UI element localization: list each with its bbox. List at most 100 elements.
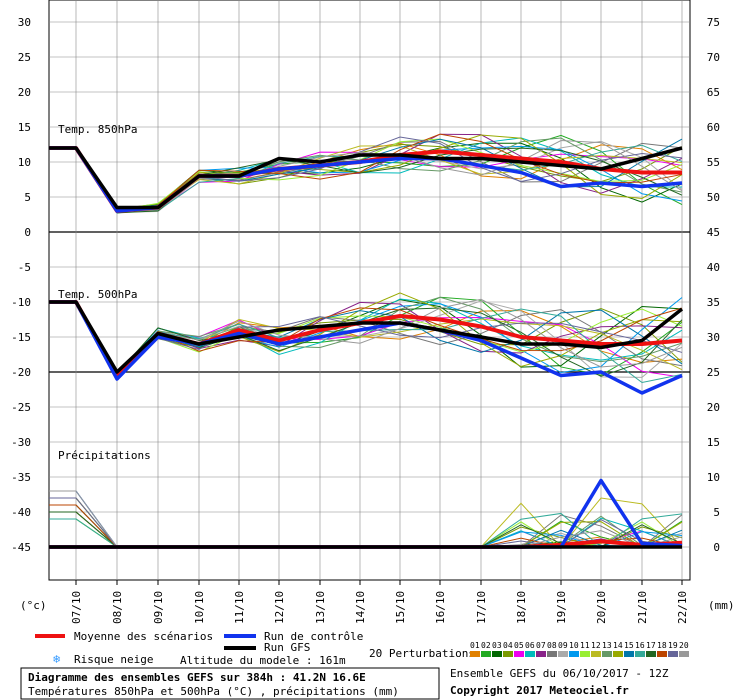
legend-mean: Moyenne des scénarios — [74, 630, 213, 643]
left-tick-label: 30 — [18, 16, 31, 29]
x-tick-label: 17/10 — [475, 591, 488, 624]
right-tick-label: 65 — [707, 86, 720, 99]
perturbation-swatch — [547, 651, 557, 657]
series-control-t500 — [49, 300, 683, 395]
left-tick-label: -5 — [18, 261, 31, 274]
perturbation-number: 08 — [547, 641, 557, 650]
right-tick-label: 0 — [713, 541, 720, 554]
series-gfs-t850 — [49, 146, 683, 210]
legend-swatch-control — [224, 634, 256, 638]
grid-lines — [48, 0, 691, 581]
perturbation-number: 12 — [591, 641, 601, 650]
x-tick-label: 07/10 — [70, 591, 83, 624]
x-tick-label: 12/10 — [273, 591, 286, 624]
series-gfs-t500 — [49, 300, 684, 374]
x-tick-label: 08/10 — [111, 591, 124, 624]
left-tick-label: -15 — [11, 331, 31, 344]
perturbation-swatch — [503, 651, 513, 657]
footer-copyright: Copyright 2017 Meteociel.fr — [450, 684, 629, 697]
right-tick-label: 60 — [707, 121, 720, 134]
legend-perturbations: 20 Perturbations — [369, 647, 475, 660]
perturbation-number-row: 01 02 03 04 05 06 07 08 09 10 11 12 13 14 15 16 17 18 19 20 — [470, 641, 689, 650]
perturbation-number: 01 — [470, 641, 480, 650]
x-tick-label: 14/10 — [354, 591, 367, 624]
right-tick-label: 45 — [707, 226, 720, 239]
left-unit: (°c) — [20, 599, 47, 612]
perturbation-number: 20 — [679, 641, 689, 650]
perturbation-swatch — [536, 651, 546, 657]
x-tick-label: 09/10 — [152, 591, 165, 624]
perturbation-swatch — [635, 651, 645, 657]
right-tick-label: 15 — [707, 436, 720, 449]
footer-run-info: Ensemble GEFS du 06/10/2017 - 12Z — [450, 667, 669, 680]
left-tick-label: 10 — [18, 156, 31, 169]
perturbation-swatch — [591, 651, 601, 657]
footer-box — [20, 667, 440, 700]
x-tick-label: 19/10 — [555, 591, 568, 624]
left-tick-label: 20 — [18, 86, 31, 99]
right-tick-label: 55 — [707, 156, 720, 169]
left-tick-label: -25 — [11, 401, 31, 414]
right-tick-label: 20 — [707, 401, 720, 414]
perturbation-number: 07 — [536, 641, 546, 650]
perturbation-swatch — [679, 651, 689, 657]
perturbation-number: 04 — [503, 641, 513, 650]
perturbation-number: 09 — [558, 641, 568, 650]
perturbation-swatch — [613, 651, 623, 657]
panel-label-t500: Temp. 500hPa — [58, 288, 137, 301]
perturbation-swatch — [514, 651, 524, 657]
panel-label-precip: Précipitations — [58, 449, 151, 462]
perturbation-number: 16 — [635, 641, 645, 650]
left-tick-label: 25 — [18, 51, 31, 64]
left-tick-label: 15 — [18, 121, 31, 134]
perturbation-swatch — [602, 651, 612, 657]
panel-label-t850: Temp. 850hPa — [58, 123, 137, 136]
x-tick-label: 11/10 — [233, 591, 246, 624]
perturbation-number: 18 — [657, 641, 667, 650]
perturbation-number: 03 — [492, 641, 502, 650]
perturbation-swatch — [481, 651, 491, 657]
x-tick-label: 21/10 — [636, 591, 649, 624]
right-tick-label: 10 — [707, 471, 720, 484]
x-tick-label: 15/10 — [394, 591, 407, 624]
perturbation-swatch — [657, 651, 667, 657]
x-tick-label: 13/10 — [314, 591, 327, 624]
right-tick-label: 25 — [707, 366, 720, 379]
perturbation-swatch — [525, 651, 535, 657]
footer-subtitle: Températures 850hPa et 500hPa (°C) , pré… — [28, 685, 399, 698]
left-tick-label: -30 — [11, 436, 31, 449]
legend-gfs: Run GFS — [264, 641, 310, 654]
perturbation-swatch — [558, 651, 568, 657]
perturbation-swatch — [646, 651, 656, 657]
perturbation-number: 19 — [668, 641, 678, 650]
footer-title: Diagramme des ensembles GEFS sur 384h : … — [28, 671, 366, 684]
x-tick-label: 18/10 — [515, 591, 528, 624]
perturbation-number: 05 — [514, 641, 524, 650]
left-tick-label: -40 — [11, 506, 31, 519]
x-tick-label: 22/10 — [676, 591, 689, 624]
perturbation-number: 10 — [569, 641, 579, 650]
perturbation-number: 06 — [525, 641, 535, 650]
right-tick-label: 35 — [707, 296, 720, 309]
perturbation-number: 14 — [613, 641, 623, 650]
right-tick-label: 40 — [707, 261, 720, 274]
left-tick-label: 5 — [24, 191, 31, 204]
left-tick-label: 0 — [24, 226, 31, 239]
legend: Moyenne des scénarios Run de contrôle Ru… — [35, 630, 689, 667]
perturbation-swatch-row — [470, 651, 689, 657]
right-tick-label: 30 — [707, 331, 720, 344]
perturbation-swatch — [470, 651, 480, 657]
legend-swatch-mean — [35, 634, 65, 638]
right-tick-label: 75 — [707, 16, 720, 29]
x-tick-label: 20/10 — [595, 591, 608, 624]
perturbation-number: 13 — [602, 641, 612, 650]
right-tick-label: 5 — [713, 506, 720, 519]
left-tick-label: -35 — [11, 471, 31, 484]
perturbation-swatch — [569, 651, 579, 657]
perturbation-swatch — [580, 651, 590, 657]
main-series — [49, 146, 684, 549]
perturbation-number: 17 — [646, 641, 656, 650]
left-tick-label: -20 — [11, 366, 31, 379]
left-tick-label: -10 — [11, 296, 31, 309]
